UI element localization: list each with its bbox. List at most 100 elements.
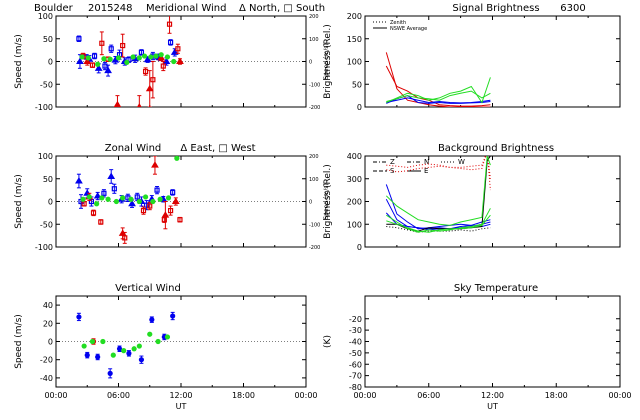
y-tick-label-right: 200 xyxy=(309,154,319,160)
plot-frame xyxy=(364,295,621,388)
data-point xyxy=(118,229,127,236)
data-point xyxy=(115,55,122,61)
y-tick-label: -30 xyxy=(349,326,362,335)
series-line xyxy=(385,65,491,107)
y-axis-label-right: Speed (m/s) xyxy=(323,43,330,79)
y-tick-label: 0 xyxy=(357,103,362,112)
x-tick-label: 06:00 xyxy=(417,391,440,400)
y-tick-label-right: 0 xyxy=(309,60,312,66)
data-point xyxy=(105,196,111,202)
panel-signal: Signal Brightness 6300 0 50 100 150 200 Brightn… xyxy=(323,3,621,112)
data-layer xyxy=(385,52,491,107)
data-point xyxy=(144,202,150,208)
data-point xyxy=(113,100,122,107)
panel-vertical: Vertical Wind 00:00 06:00 12:00 18:00 00:00 UT… xyxy=(14,283,318,411)
data-point xyxy=(150,77,156,83)
data-point xyxy=(167,208,174,214)
y-tick-label-right: 100 xyxy=(309,37,319,43)
legend-label: E xyxy=(424,167,428,175)
legend-label: NSWE Average xyxy=(390,26,427,32)
x-tick-label: 00:00 xyxy=(353,391,376,400)
data-point xyxy=(154,187,160,193)
y-tick-label: -100 xyxy=(35,103,53,112)
data-point xyxy=(157,196,163,202)
y-tick-label: 0 xyxy=(48,58,53,67)
data-point xyxy=(104,66,112,74)
data-point xyxy=(138,49,145,56)
chart-title: Δ East, □ West xyxy=(180,143,255,154)
data-point xyxy=(113,198,120,205)
data-point xyxy=(158,52,164,58)
data-point xyxy=(136,103,142,107)
chart-title: 2015248 xyxy=(88,3,133,14)
data-point xyxy=(165,195,172,201)
panel-background: Background Brightness 0 100 200 300 400 Bright… xyxy=(323,143,621,252)
data-point xyxy=(91,53,98,59)
y-tick-label: 200 xyxy=(347,12,362,21)
data-point xyxy=(116,346,123,352)
panel-skytemp: Sky Temperature 00:00 06:00 12:00 18:00 00:00… xyxy=(323,283,632,411)
data-layer xyxy=(385,156,491,233)
y-tick-label-right: -200 xyxy=(309,105,320,111)
chart-title: Δ North, □ South xyxy=(239,3,325,14)
x-tick-label: 12:00 xyxy=(169,391,192,400)
series-line xyxy=(385,184,491,230)
data-point xyxy=(164,334,171,340)
x-axis-label: UT xyxy=(487,402,498,411)
data-point xyxy=(121,348,127,354)
data-point xyxy=(147,203,153,209)
y-tick-label: -20 xyxy=(40,356,53,365)
y-tick-label: 100 xyxy=(347,220,362,229)
data-point xyxy=(174,156,180,161)
panel-meridional: Boulder 2015248 Meridional Wind Δ North, □ … xyxy=(14,3,330,112)
data-point xyxy=(111,186,117,192)
chart-title: Meridional Wind xyxy=(146,3,226,14)
data-point xyxy=(148,54,154,60)
x-tick-label: 00:00 xyxy=(294,391,317,400)
y-tick-label: 300 xyxy=(347,175,362,184)
data-point xyxy=(177,217,183,223)
data-point xyxy=(140,208,147,214)
data-point xyxy=(151,161,159,168)
y-tick-label-right: 200 xyxy=(309,14,319,20)
y-tick-label: 0 xyxy=(48,338,53,347)
y-axis-label: Speed (m/s) xyxy=(14,34,24,89)
data-point xyxy=(136,198,142,205)
data-point xyxy=(164,54,171,60)
chart-title: 6300 xyxy=(560,3,585,14)
data-point xyxy=(107,172,116,179)
data-point xyxy=(171,58,177,65)
data-point xyxy=(101,190,107,196)
data-point xyxy=(101,56,107,62)
y-tick-label: 0 xyxy=(357,243,362,252)
y-axis-label-right: Speed (m/s) xyxy=(323,183,330,219)
data-point xyxy=(136,55,142,61)
data-point xyxy=(120,195,126,201)
y-tick-label: -50 xyxy=(40,220,53,229)
data-point xyxy=(98,219,104,225)
data-point xyxy=(94,64,103,71)
y-axis-label: Brightness (Rel.) xyxy=(323,164,333,239)
y-tick-label: 40 xyxy=(43,301,53,310)
series-line xyxy=(386,90,491,102)
data-point xyxy=(110,352,116,358)
data-point xyxy=(120,42,126,49)
data-point xyxy=(138,357,145,363)
data-point xyxy=(99,195,105,201)
data-point xyxy=(93,192,102,199)
y-tick-label: -20 xyxy=(349,315,362,324)
data-point xyxy=(142,194,149,200)
chart-title: Signal Brightness xyxy=(452,3,539,14)
data-point xyxy=(128,199,136,207)
y-tick-label-right: 0 xyxy=(309,200,312,206)
data-point xyxy=(147,331,153,337)
data-point xyxy=(107,370,113,376)
data-point xyxy=(83,57,92,64)
series-line xyxy=(386,156,491,191)
chart-title: Boulder xyxy=(34,3,74,14)
y-tick-label: -70 xyxy=(349,372,362,381)
panel-zonal: Zonal Wind Δ East, □ West -100 -50 0 50 100 Spe… xyxy=(14,143,330,252)
series-line xyxy=(386,214,491,233)
data-point xyxy=(160,63,166,69)
y-axis-label: Speed (m/s) xyxy=(14,174,24,229)
